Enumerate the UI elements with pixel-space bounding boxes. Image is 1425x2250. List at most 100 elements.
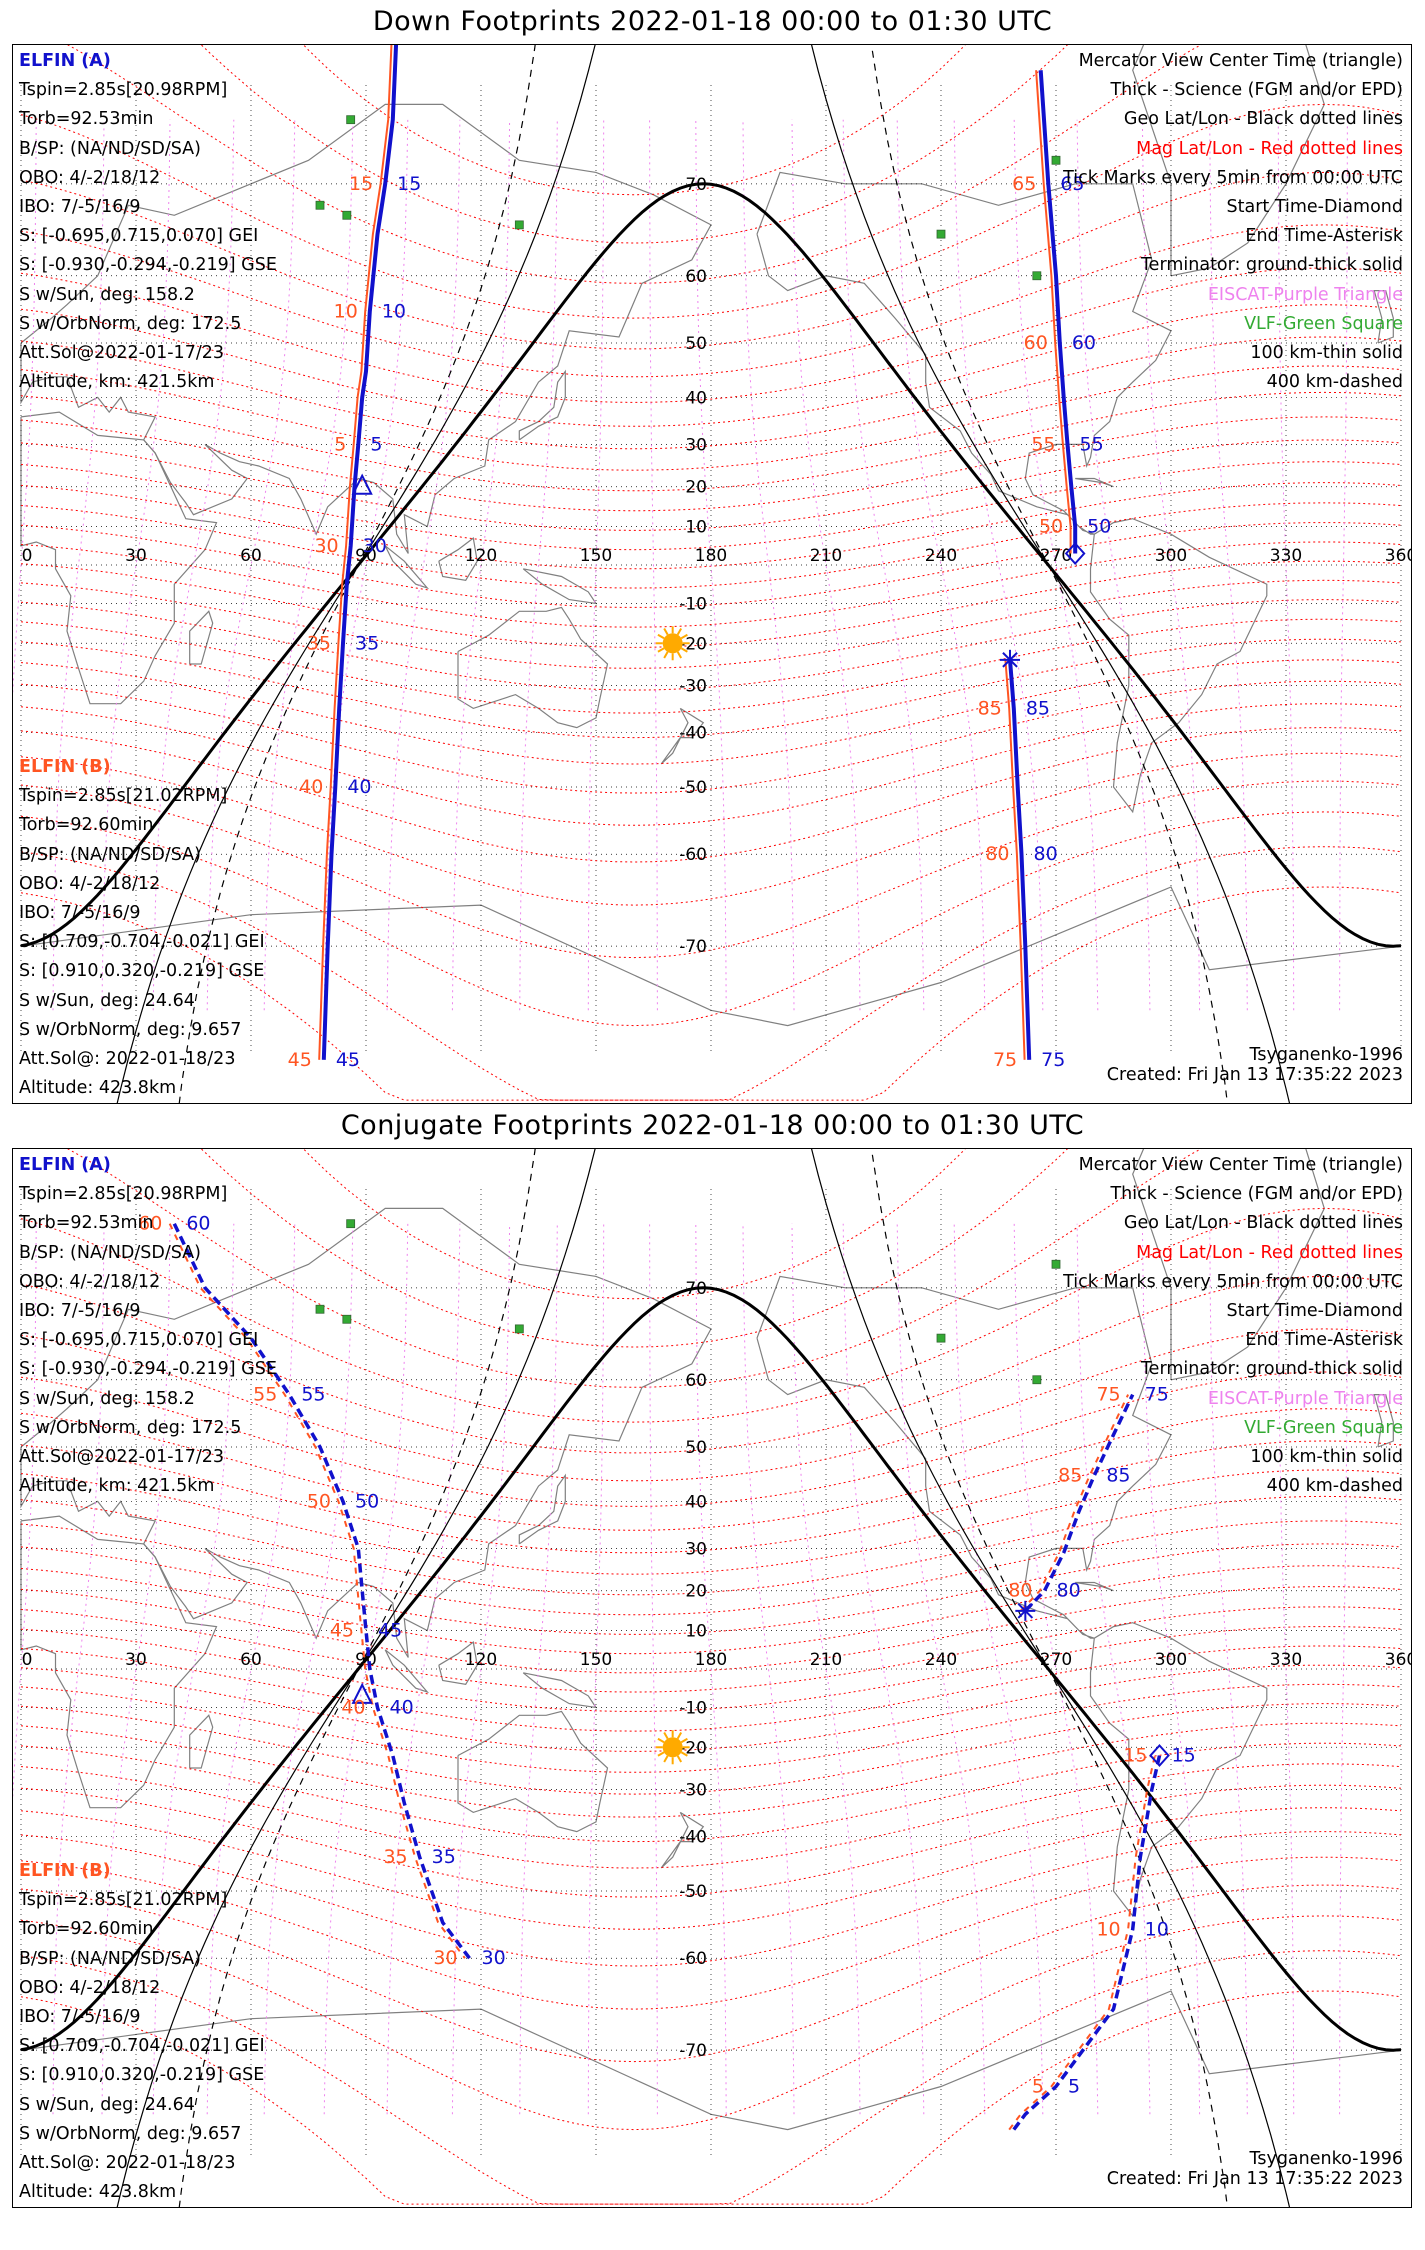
mag-latitude-line bbox=[20, 304, 1402, 427]
elfin-a-tick-label: 60 bbox=[1072, 332, 1096, 354]
mag-meridian-line bbox=[451, 119, 511, 1011]
elfin-b-tick-label: 40 bbox=[341, 1697, 365, 1719]
elfin-a-tick-label: 5 bbox=[1068, 2075, 1080, 2097]
elfin-a-tick-label: 40 bbox=[390, 1697, 414, 1719]
mag-meridian-line bbox=[1277, 1223, 1295, 2115]
elfin-a-tick-label: 75 bbox=[1041, 1049, 1065, 1071]
mag-latitude-line bbox=[20, 1784, 1402, 1898]
coastline bbox=[20, 1207, 712, 1658]
elfin-a-info-line: OBO: 4/-2/18/12 bbox=[19, 167, 161, 188]
lon-tick-label: 300 bbox=[1155, 1650, 1187, 1670]
mag-latitude-line bbox=[20, 267, 1402, 403]
mag-meridian-line bbox=[451, 1223, 511, 2115]
mag-meridian-line bbox=[152, 119, 235, 1011]
coastline bbox=[518, 1473, 566, 1545]
elfin-b-info-line: B/SP: (NA/ND/SD/SA) bbox=[19, 844, 201, 865]
mag-latitude-line bbox=[20, 1915, 1402, 2131]
elfin-b-info-line: Tspin=2.85s[21.02RPM] bbox=[19, 1890, 228, 1911]
mag-meridian-line bbox=[742, 1223, 795, 2115]
coastline bbox=[457, 1710, 609, 1833]
elfin-a-tick-label: 55 bbox=[1080, 433, 1104, 455]
elfin-b-info-line: Att.Sol@: 2022-01-18/23 bbox=[19, 1049, 236, 1070]
mag-latitude-line bbox=[20, 1856, 1402, 2010]
lon-tick-label: 90 bbox=[355, 1650, 377, 1670]
lon-tick-label: 60 bbox=[240, 1650, 262, 1670]
map-canvas-down: 0 30 60 90 120 150 180 210 240 270 300 330 360 70 60 50… bbox=[13, 45, 1411, 1103]
coastline bbox=[189, 1714, 214, 1769]
legend-entry: 100 km-thin solid bbox=[1250, 343, 1403, 364]
legend-entry: End Time-Asterisk bbox=[1245, 1330, 1403, 1351]
mag-meridian-line bbox=[695, 1223, 727, 2115]
elfin-a-info-line: S w/Sun, deg: 158.2 bbox=[19, 284, 195, 305]
coastline bbox=[20, 1515, 218, 1809]
mag-latitude-line bbox=[20, 1207, 1402, 1423]
elfin-b-info-line: Torb=92.60min bbox=[19, 815, 154, 836]
lat-tick-label: 20 bbox=[685, 1582, 707, 1602]
lon-tick-label: 210 bbox=[810, 546, 842, 566]
elfin-a-tick-label: 65 bbox=[1060, 173, 1084, 195]
mag-latitude-line bbox=[20, 680, 1402, 794]
elfin-b-track bbox=[168, 1223, 466, 1959]
lat-tick-label: -70 bbox=[679, 937, 707, 957]
elfin-a-info-line: S w/Sun, deg: 158.2 bbox=[19, 1388, 195, 1409]
elfin-a-info-line: Tspin=2.85s[20.98RPM] bbox=[19, 1184, 228, 1205]
vlf-station-marker bbox=[315, 200, 325, 210]
mag-meridian-line bbox=[13, 119, 37, 697]
mag-latitude-line bbox=[20, 1626, 1402, 1712]
mag-latitude-line bbox=[20, 461, 1402, 551]
legend-entry: Tick Marks every 5min from 00:00 UTC bbox=[1063, 1271, 1403, 1292]
lon-tick-label: 0 bbox=[22, 1650, 33, 1670]
mag-meridian-line bbox=[206, 1223, 296, 2115]
elfin-a-lines: Tspin=2.85s[20.98RPM] Torb=92.53min B/SP: … bbox=[19, 76, 277, 397]
elfin-a-track bbox=[1012, 1755, 1162, 2131]
vlf-station-marker bbox=[346, 115, 356, 125]
lat-tick-label: 70 bbox=[685, 1279, 707, 1299]
elfin-a-info-line: IBO: 7/-5/16/9 bbox=[19, 1301, 141, 1322]
elfin-a-info-line: Altitude, km: 421.5km bbox=[19, 1476, 215, 1497]
elfin-b-info-line: OBO: 4/-2/18/12 bbox=[19, 1977, 161, 1998]
panel-title-conjugate: Conjugate Footprints 2022-01-18 00:00 to… bbox=[340, 1110, 1085, 1141]
lon-tick-label: 30 bbox=[125, 546, 147, 566]
vlf-station-marker bbox=[936, 229, 946, 239]
elfin-a-track bbox=[1038, 70, 1078, 554]
lat-tick-label: 50 bbox=[685, 334, 707, 354]
legend-entry: Start Time-Diamond bbox=[1226, 197, 1403, 218]
mag-latitude-line bbox=[67, 45, 1202, 284]
elfin-b-info: ELFIN (B) Tspin=2.85s[21.02RPM] Torb=92.6… bbox=[19, 1857, 265, 2207]
lat-tick-label: -40 bbox=[679, 724, 707, 744]
elfin-a-tick-label: 10 bbox=[1145, 1918, 1169, 1940]
lon-tick-label: 180 bbox=[695, 546, 727, 566]
mag-meridian-line bbox=[649, 1223, 658, 2115]
mag-meridian-line bbox=[791, 1223, 861, 2115]
mag-meridian-line bbox=[896, 119, 986, 1011]
elfin-a-tick-label: 45 bbox=[336, 1049, 360, 1071]
mag-latitude-line bbox=[20, 502, 1402, 589]
lon-tick-label: 30 bbox=[125, 1650, 147, 1670]
lat-tick-label: -30 bbox=[679, 677, 707, 697]
mag-meridian-line bbox=[101, 1223, 171, 2115]
legend-entry: Mercator View Center Time (triangle) bbox=[1078, 51, 1403, 71]
mag-meridian-line bbox=[587, 1223, 605, 2115]
legend-entry: EISCAT-Purple Triangle bbox=[1207, 1388, 1403, 1409]
elfin-a-track bbox=[321, 45, 399, 1060]
legend-entry: VLF-Green Square bbox=[1244, 1417, 1403, 1438]
lon-tick-label: 360 bbox=[1385, 546, 1411, 566]
elfin-b-tick-label: 45 bbox=[288, 1049, 312, 1071]
elfin-a-name: ELFIN (A) bbox=[19, 1155, 111, 1175]
mag-latitude-line bbox=[20, 1722, 1402, 1818]
coastline bbox=[522, 568, 598, 605]
mag-latitude-line bbox=[20, 1742, 1402, 1843]
mag-meridian-line bbox=[323, 119, 409, 1011]
mag-latitude-line bbox=[20, 703, 1402, 826]
elfin-b-info: ELFIN (B) Tspin=2.85s[21.02RPM] Torb=92.6… bbox=[19, 753, 265, 1103]
lat-tick-label: -60 bbox=[679, 1949, 707, 1969]
vlf-station-marker bbox=[514, 1324, 524, 1334]
mag-latitude-line bbox=[20, 1408, 1402, 1531]
mag-meridian-line bbox=[1076, 1223, 1151, 2115]
lat-tick-label: -50 bbox=[679, 1882, 707, 1902]
elfin-b-tick-label: 65 bbox=[1012, 173, 1036, 195]
mag-latitude-line bbox=[20, 1664, 1402, 1752]
elfin-a-tick-label: 80 bbox=[1057, 1580, 1081, 1602]
vlf-station-marker bbox=[342, 210, 352, 220]
elfin-a-track bbox=[1008, 659, 1032, 1060]
